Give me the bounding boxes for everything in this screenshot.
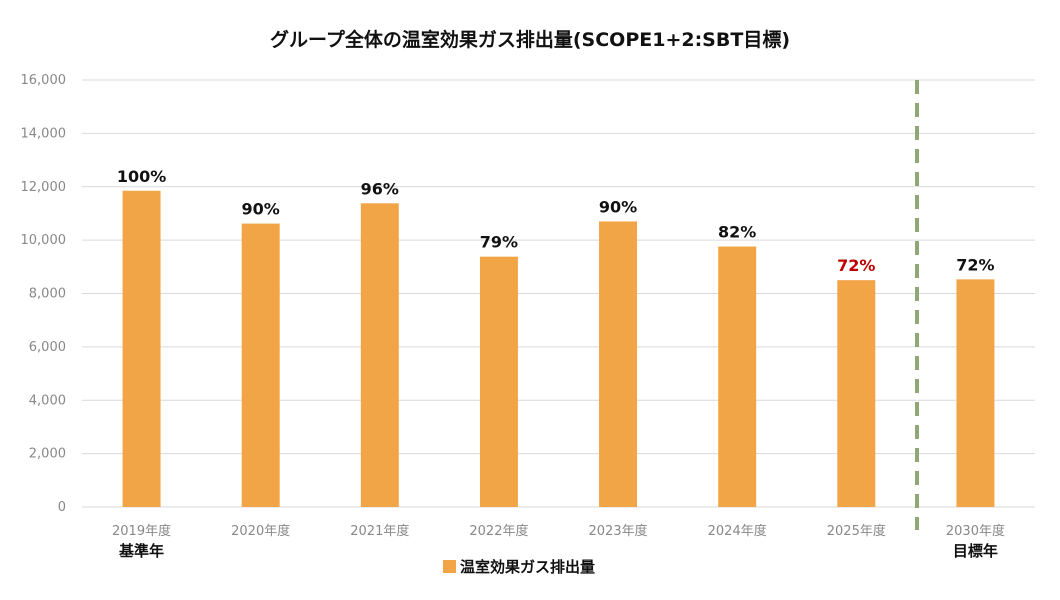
- bar: [122, 190, 161, 508]
- data-labels: 100% 90% 96% 79% 90% 82% 72% 72%: [117, 167, 995, 275]
- chart-title: グループ全体の温室効果ガス排出量(SCOPE1+2:SBT目標): [270, 28, 790, 51]
- x-tick-label: 2025年度: [827, 523, 886, 539]
- y-tick-label: 8,000: [29, 287, 66, 302]
- bar: [956, 279, 995, 507]
- x-tick-label: 2023年度: [589, 523, 648, 539]
- x-tick-label: 2030年度: [946, 523, 1005, 539]
- legend-swatch: [443, 560, 456, 573]
- y-tick-label: 16,000: [21, 73, 67, 88]
- y-tick-label: 4,000: [29, 393, 66, 408]
- bar: [360, 203, 399, 507]
- y-tick-label: 6,000: [29, 340, 66, 355]
- x-sublabel: 基準年: [118, 542, 164, 560]
- y-tick-label: 14,000: [21, 126, 67, 141]
- data-label: 96%: [361, 179, 399, 198]
- bars: [122, 190, 995, 508]
- x-tick-label: 2020年度: [231, 523, 290, 539]
- data-label: 90%: [599, 197, 637, 216]
- data-label: 90%: [242, 200, 280, 219]
- bar: [241, 223, 280, 508]
- data-label: 100%: [117, 167, 166, 186]
- y-tick-label: 0: [58, 500, 66, 515]
- x-tick-label: 2021年度: [350, 523, 409, 539]
- y-tick-label: 12,000: [21, 180, 67, 195]
- data-label: 72%: [956, 255, 994, 274]
- x-sublabel: 目標年: [953, 542, 998, 560]
- bar: [599, 221, 638, 507]
- y-tick-label: 10,000: [21, 233, 67, 248]
- data-label: 82%: [718, 223, 756, 242]
- legend: 温室効果ガス排出量: [443, 558, 595, 576]
- bar: [718, 246, 757, 507]
- x-tick-label: 2022年度: [469, 523, 528, 539]
- x-tick-label: 2019年度: [112, 523, 171, 539]
- bar: [479, 256, 518, 507]
- grid: [82, 79, 1035, 508]
- data-label: 79%: [480, 233, 518, 252]
- bar: [837, 280, 876, 507]
- y-axis-ticks: 0 2,000 4,000 6,000 8,000 10,000 12,000 14,000 1…: [21, 73, 67, 515]
- legend-label: 温室効果ガス排出量: [460, 558, 595, 576]
- data-label: 72%: [837, 256, 875, 275]
- x-tick-label: 2024年度: [708, 523, 767, 539]
- y-tick-label: 2,000: [29, 447, 66, 462]
